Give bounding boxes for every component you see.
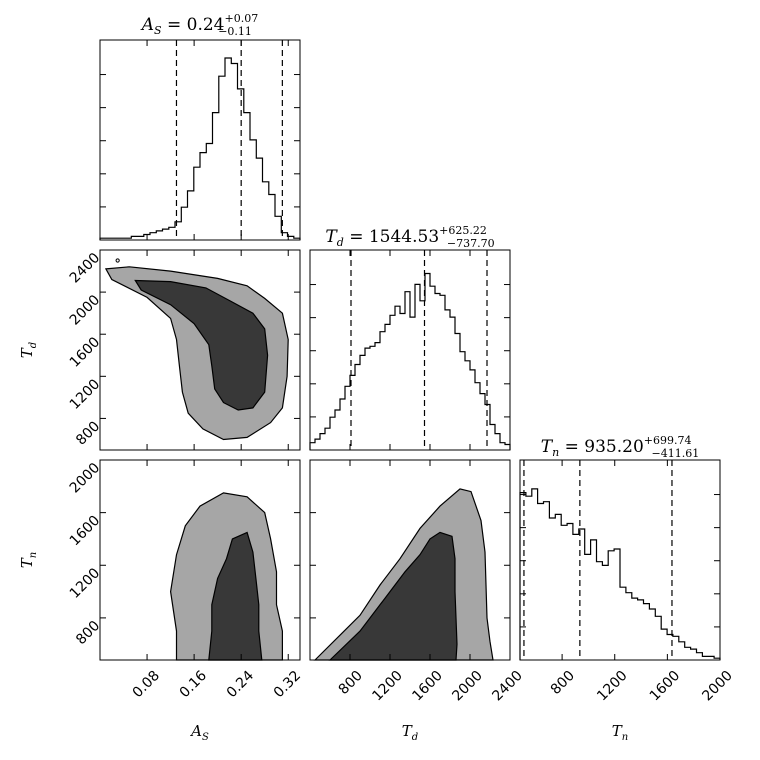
title-plus: +0.07 (225, 12, 259, 25)
x-tick-label: 1600 (409, 668, 446, 705)
contour-inner-r2c1 (328, 531, 458, 661)
y-axis-label-2: Tn (18, 552, 39, 568)
panel-frame-r2c0 (99, 459, 301, 661)
y-tick-label: 1200 (67, 376, 104, 413)
panel-frame-r1c0 (99, 249, 301, 451)
x-axis-label-subscript: S (202, 732, 209, 743)
y-axis-label-symbol: T (18, 347, 36, 358)
title-subscript: S (154, 24, 162, 37)
title-subscript: n (552, 446, 559, 459)
y-tick-label: 1600 (67, 513, 104, 550)
title-plus: +699.74 (644, 434, 692, 447)
x-tick-label: 2000 (449, 668, 486, 705)
x-axis-label-symbol: T (402, 722, 413, 740)
y-tick-label: 800 (73, 618, 103, 648)
x-axis-label-2: Tn (612, 722, 628, 743)
histogram-2 (519, 488, 721, 660)
title-minus: −737.70 (447, 237, 495, 250)
y-tick-label: 800 (73, 418, 103, 448)
title-value: = 1544.53 (344, 227, 439, 247)
title-plus: +625.22 (439, 224, 487, 237)
title-minus: −411.61 (651, 447, 699, 460)
x-axis-label-1: Td (402, 722, 418, 743)
x-axis-label-subscript: n (622, 732, 628, 743)
panel-frame-r0c0 (99, 39, 301, 241)
panel-frame-r1c1 (309, 249, 511, 451)
y-axis-label-1: Td (18, 342, 39, 358)
title-value: = 935.20 (559, 437, 644, 457)
title-1: Td = 1544.53+625.22 −737.70 (325, 224, 494, 250)
title-value: = 0.24 (162, 15, 225, 35)
x-axis-label-subscript: d (412, 732, 418, 743)
y-tick-label: 2000 (67, 460, 104, 497)
x-tick-label: 1200 (369, 668, 406, 705)
x-tick-label: 800 (336, 668, 366, 698)
y-axis-label-subscript: d (28, 342, 39, 348)
x-tick-label: 1600 (647, 668, 684, 705)
x-tick-label: 0.32 (271, 668, 304, 701)
title-symbol: T (541, 437, 554, 457)
x-tick-label: 2400 (489, 668, 526, 705)
y-tick-label: 2000 (67, 292, 104, 329)
panel-frame-r2c2 (519, 459, 721, 661)
y-tick-label: 1200 (67, 565, 104, 602)
title-minus: −0.11 (218, 25, 252, 38)
histogram-0 (99, 57, 301, 240)
title-2: Tn = 935.20+699.74 −411.61 (541, 434, 699, 460)
x-axis-label-symbol: A (189, 722, 202, 740)
title-symbol: T (325, 227, 338, 247)
x-tick-label: 1200 (594, 668, 631, 705)
contour-dot (115, 258, 120, 263)
x-tick-label: 0.24 (224, 668, 257, 701)
x-tick-label: 800 (548, 668, 578, 698)
title-subscript: d (337, 236, 344, 249)
title-0: AS = 0.24+0.07 −0.11 (140, 12, 258, 38)
y-tick-label: 2400 (67, 250, 104, 287)
histogram-1 (309, 272, 511, 450)
y-axis-label-symbol: T (18, 557, 36, 568)
contour-inner-r2c0 (208, 531, 263, 661)
y-axis-label-subscript: n (28, 552, 39, 558)
y-tick-label: 1600 (67, 334, 104, 371)
contour-inner-r1c0 (134, 279, 269, 411)
x-tick-label: 0.16 (177, 668, 210, 701)
x-tick-label: 0.08 (130, 668, 163, 701)
panel-frame-r2c1 (309, 459, 511, 661)
title-symbol: A (140, 15, 154, 35)
x-tick-label: 2000 (699, 668, 736, 705)
x-axis-label-symbol: T (612, 722, 623, 740)
x-axis-label-0: AS (189, 722, 209, 743)
